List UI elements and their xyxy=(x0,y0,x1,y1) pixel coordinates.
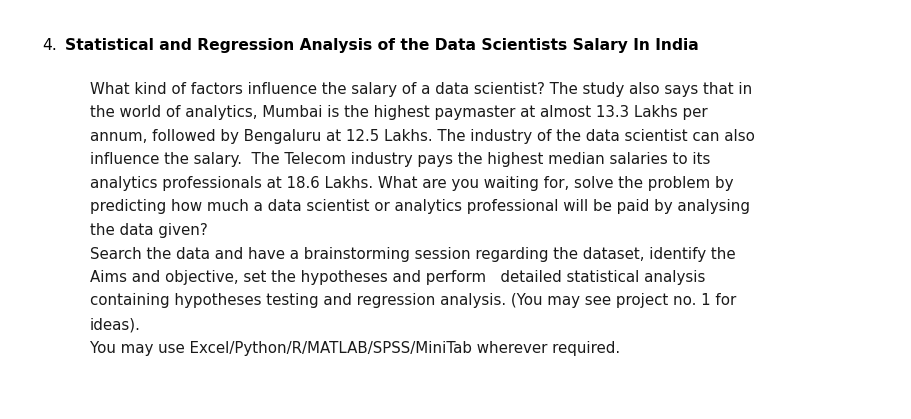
Text: 4.: 4. xyxy=(42,38,56,53)
Text: analytics professionals at 18.6 Lakhs. What are you waiting for, solve the probl: analytics professionals at 18.6 Lakhs. W… xyxy=(90,176,733,191)
Text: What kind of factors influence the salary of a data scientist? The study also sa: What kind of factors influence the salar… xyxy=(90,82,752,97)
Text: Search the data and have a brainstorming session regarding the dataset, identify: Search the data and have a brainstorming… xyxy=(90,246,735,261)
Text: containing hypotheses testing and regression analysis. (You may see project no. : containing hypotheses testing and regres… xyxy=(90,293,736,308)
Text: the world of analytics, Mumbai is the highest paymaster at almost 13.3 Lakhs per: the world of analytics, Mumbai is the hi… xyxy=(90,106,708,121)
Text: Statistical and Regression Analysis of the Data Scientists Salary In India: Statistical and Regression Analysis of t… xyxy=(65,38,699,53)
Text: the data given?: the data given? xyxy=(90,223,208,238)
Text: predicting how much a data scientist or analytics professional will be paid by a: predicting how much a data scientist or … xyxy=(90,199,750,215)
Text: You may use Excel/Python/R/MATLAB/SPSS/MiniTab wherever required.: You may use Excel/Python/R/MATLAB/SPSS/M… xyxy=(90,341,620,355)
Text: ideas).: ideas). xyxy=(90,317,141,332)
Text: Aims and objective, set the hypotheses and perform   detailed statistical analys: Aims and objective, set the hypotheses a… xyxy=(90,270,705,285)
Text: annum, followed by Bengaluru at 12.5 Lakhs. The industry of the data scientist c: annum, followed by Bengaluru at 12.5 Lak… xyxy=(90,129,755,144)
Text: influence the salary.  The Telecom industry pays the highest median salaries to : influence the salary. The Telecom indust… xyxy=(90,153,711,168)
